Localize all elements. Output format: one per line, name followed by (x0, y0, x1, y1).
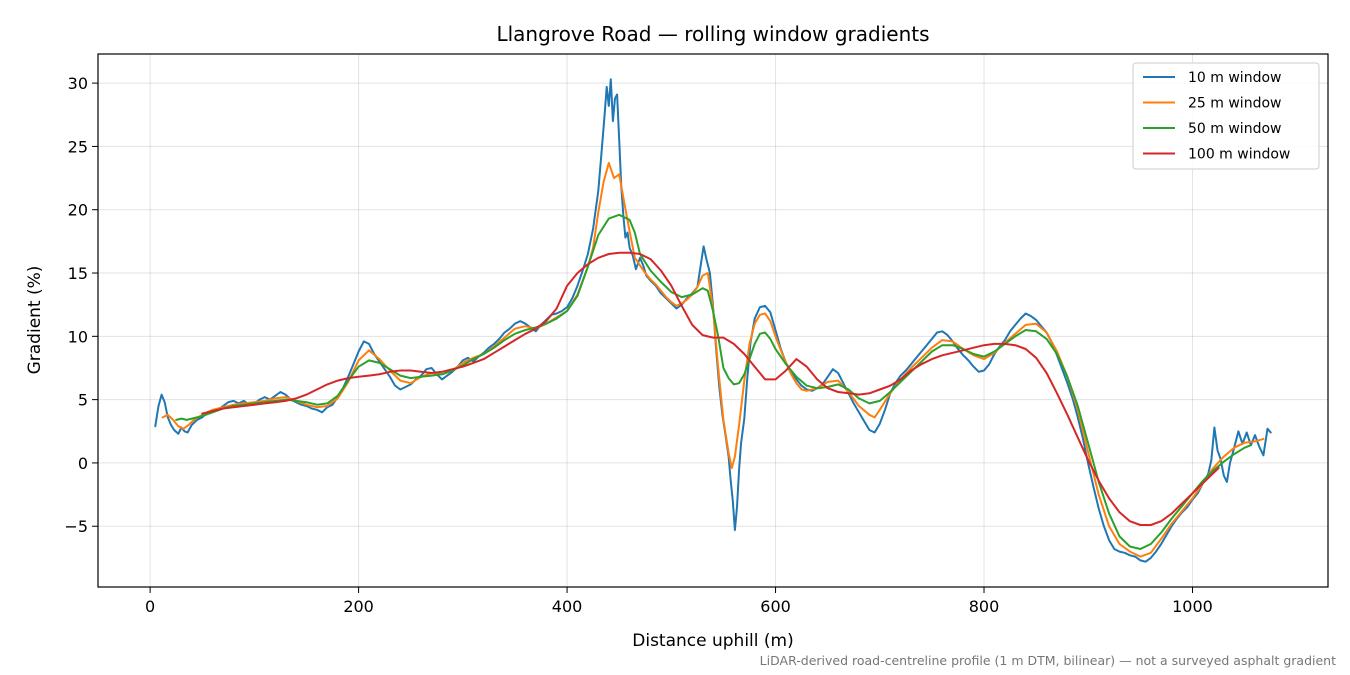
y-tick-label: −5 (64, 517, 88, 536)
legend-label: 25 m window (1188, 96, 1281, 112)
y-tick-label: 0 (78, 454, 88, 473)
y-axis-ticks: −5 0 5 10 15 20 25 30 (64, 74, 98, 536)
x-axis-ticks: 0 200 400 600 800 1000 (145, 587, 1213, 616)
series-lines (154, 78, 1272, 563)
x-tick-label: 400 (552, 597, 583, 616)
legend-box (1132, 62, 1320, 170)
y-tick-label: 20 (68, 201, 88, 220)
legend: 10 m window 25 m window 50 m window 100 m w… (1132, 62, 1320, 170)
x-tick-label: 600 (760, 597, 791, 616)
x-tick-label: 0 (145, 597, 155, 616)
x-tick-label: 1000 (1172, 597, 1213, 616)
plot-frame (97, 53, 1329, 588)
series-line-2 (161, 161, 1265, 558)
series-line-3 (175, 213, 1252, 550)
legend-label: 50 m window (1188, 121, 1281, 137)
x-tick-label: 800 (969, 597, 1000, 616)
x-axis-label: Distance uphill (m) (632, 631, 793, 651)
y-axis-label: Gradient (%) (25, 266, 45, 375)
legend-label: 10 m window (1188, 70, 1281, 86)
source-note: LiDAR-derived road-centreline profile (1… (760, 653, 1336, 668)
y-tick-label: 10 (68, 327, 88, 346)
y-tick-label: 25 (68, 137, 88, 156)
y-tick-label: 30 (68, 74, 88, 93)
legend-label: 100 m window (1188, 147, 1290, 163)
y-tick-label: 5 (78, 391, 88, 410)
grid-lines (98, 54, 1328, 587)
y-tick-label: 15 (68, 264, 88, 283)
chart-title: Llangrove Road — rolling window gradient… (496, 22, 929, 46)
series-line-4 (201, 251, 1220, 526)
x-tick-label: 200 (343, 597, 374, 616)
